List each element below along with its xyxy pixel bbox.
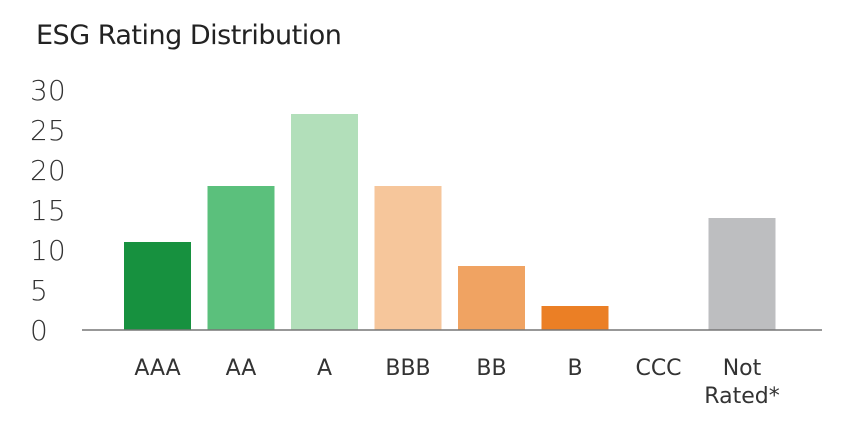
- y-tick-label: 5: [30, 274, 48, 307]
- bar-b: [541, 306, 609, 330]
- bars: [124, 114, 776, 330]
- y-tick-label: 0: [30, 314, 48, 347]
- bar-aa: [207, 186, 275, 330]
- x-tick-label-line: BBB: [385, 356, 430, 381]
- x-tick-label: BBB: [385, 356, 430, 381]
- x-tick-label-line: AAA: [134, 356, 180, 381]
- x-tick-label-line: BB: [476, 356, 506, 381]
- x-tick-label: BB: [476, 356, 506, 381]
- x-tick-label-line: CCC: [635, 356, 681, 381]
- y-axis-ticks: 0 5 10 15 20 25 30: [30, 74, 66, 347]
- bar-a: [291, 114, 358, 330]
- x-tick-label: A: [317, 356, 332, 381]
- bar-bb: [458, 266, 525, 330]
- x-tick-label: CCC: [635, 356, 681, 381]
- x-tick-label-line: B: [567, 356, 582, 381]
- bar-aaa: [124, 242, 191, 330]
- x-tick-label: B: [567, 356, 582, 381]
- y-tick-label: 30: [30, 74, 66, 107]
- x-tick-label-line: Not: [723, 356, 762, 381]
- x-tick-label: AAA: [134, 356, 180, 381]
- y-tick-label: 20: [30, 154, 66, 187]
- x-axis-ticks: AAA AA A BBB BB B CCC Not Rated*: [134, 356, 779, 409]
- bar-bbb: [374, 186, 442, 330]
- x-tick-label-line: Rated*: [704, 384, 779, 409]
- y-tick-label: 10: [30, 234, 66, 267]
- x-tick-label-line: A: [317, 356, 332, 381]
- y-tick-label: 15: [30, 194, 66, 227]
- x-tick-label: Not Rated*: [704, 356, 779, 409]
- y-tick-label: 25: [30, 114, 66, 147]
- chart-title: ESG Rating Distribution: [36, 20, 342, 51]
- x-tick-label-line: AA: [226, 356, 257, 381]
- bar-not-rated: [708, 218, 776, 330]
- x-tick-label: AA: [226, 356, 257, 381]
